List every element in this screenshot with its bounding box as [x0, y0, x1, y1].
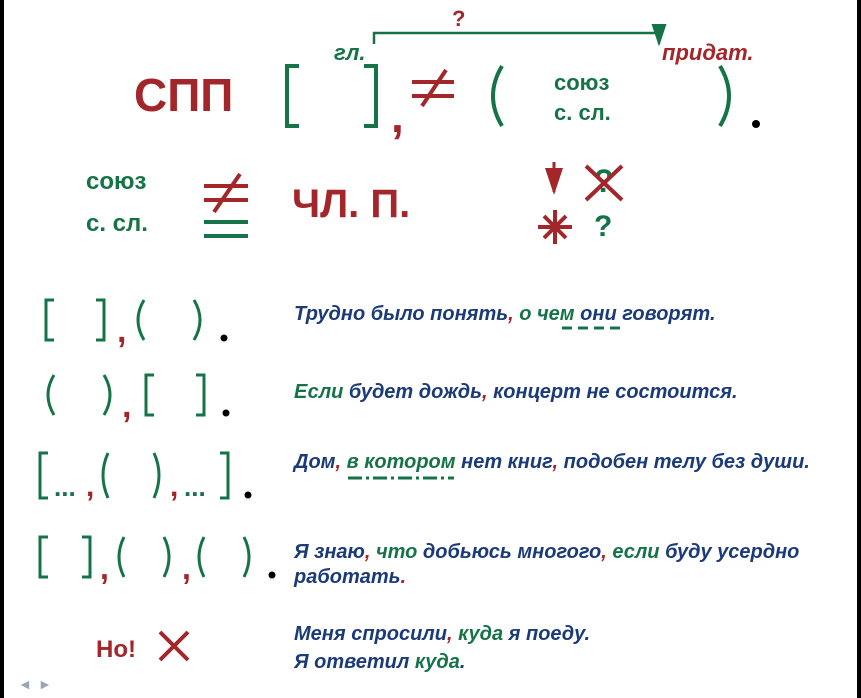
- svg-layer: , ? ? , ,: [4, 0, 861, 698]
- label-chlp: ЧЛ. П.: [292, 182, 410, 227]
- label-soyuz-top: союз: [554, 70, 609, 96]
- example-6: Я ответил куда.: [294, 650, 465, 675]
- svg-text:,: ,: [86, 470, 94, 503]
- example-1: Трудно было понять, о чем они говорят.: [294, 302, 716, 327]
- example-4: Я знаю, что добьюсь многого, если буду у…: [294, 540, 854, 590]
- example-3: Дом, в котором нет книг, подобен телу бе…: [294, 450, 810, 475]
- svg-text:,: ,: [391, 90, 404, 142]
- svg-text:?: ?: [594, 210, 612, 243]
- svg-text:...: ...: [184, 472, 206, 502]
- svg-text:,: ,: [170, 470, 178, 503]
- label-q-top: ?: [452, 6, 465, 32]
- example-2: Если будет дождь, концерт не состоится.: [294, 380, 738, 405]
- svg-text:,: ,: [182, 550, 191, 586]
- label-spp: СПП: [134, 68, 233, 122]
- nav-next-icon[interactable]: ►: [38, 676, 52, 692]
- label-no: Но!: [96, 636, 136, 664]
- svg-text:...: ...: [54, 472, 76, 502]
- svg-text:,: ,: [122, 387, 131, 425]
- label-ssl-left: с. сл.: [86, 210, 148, 238]
- label-soyuz-left: союз: [86, 168, 146, 196]
- label-ssl-top: с. сл.: [554, 100, 611, 126]
- diagram-canvas: { "colors": { "green": "#157347", "red":…: [0, 0, 861, 698]
- svg-text:,: ,: [117, 312, 126, 350]
- label-gl: гл.: [334, 40, 366, 66]
- nav-prev-icon[interactable]: ◄: [18, 676, 32, 692]
- svg-text:,: ,: [100, 550, 109, 586]
- example-5: Меня спросили, куда я поеду.: [294, 622, 590, 647]
- label-pridat: придат.: [662, 40, 754, 66]
